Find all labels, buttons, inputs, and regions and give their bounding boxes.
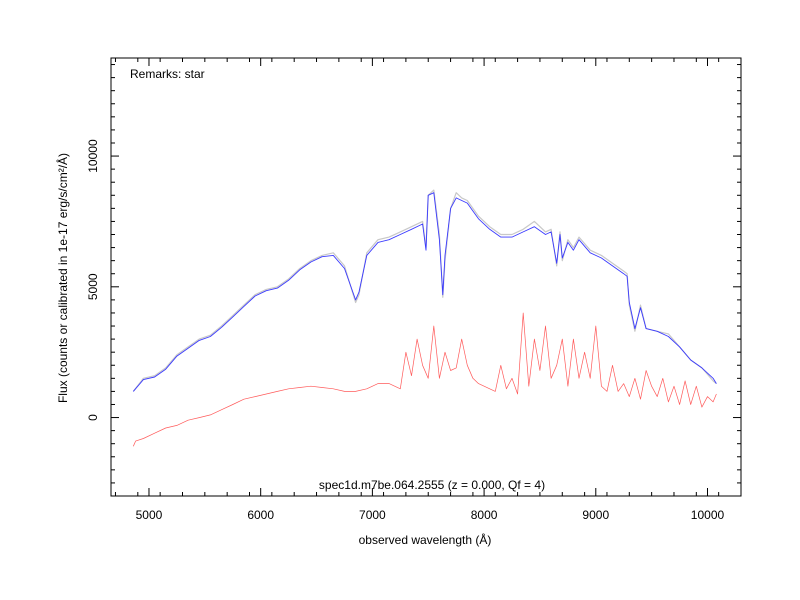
y-tick-label: 5000 (86, 273, 100, 300)
x-tick-label: 8000 (471, 508, 498, 522)
error-line (132, 312, 717, 447)
axis-ticks: 5000 6000 7000 8000 9000 10000 0 5000 10000 (86, 58, 742, 522)
y-tick-label: 0 (86, 414, 100, 421)
spectrum-id-annotation: spec1d.m7be.064.2555 (z = 0.000, Qf = 4) (319, 478, 545, 492)
x-tick-label: 10000 (691, 508, 725, 522)
x-tick-label: 9000 (582, 508, 609, 522)
y-tick-label: 10000 (86, 139, 100, 173)
plot-frame (110, 57, 742, 497)
x-tick-label: 7000 (359, 508, 386, 522)
smoothed-flux-line (132, 192, 717, 392)
x-tick-label: 6000 (247, 508, 274, 522)
y-axis-title: Flux (counts or calibrated in 1e-17 erg/… (55, 153, 70, 403)
x-axis-title: observed wavelength (Å) (359, 532, 492, 547)
plot-area (132, 189, 717, 447)
x-tick-label: 5000 (136, 508, 163, 522)
remarks-annotation: Remarks: star (130, 67, 205, 81)
